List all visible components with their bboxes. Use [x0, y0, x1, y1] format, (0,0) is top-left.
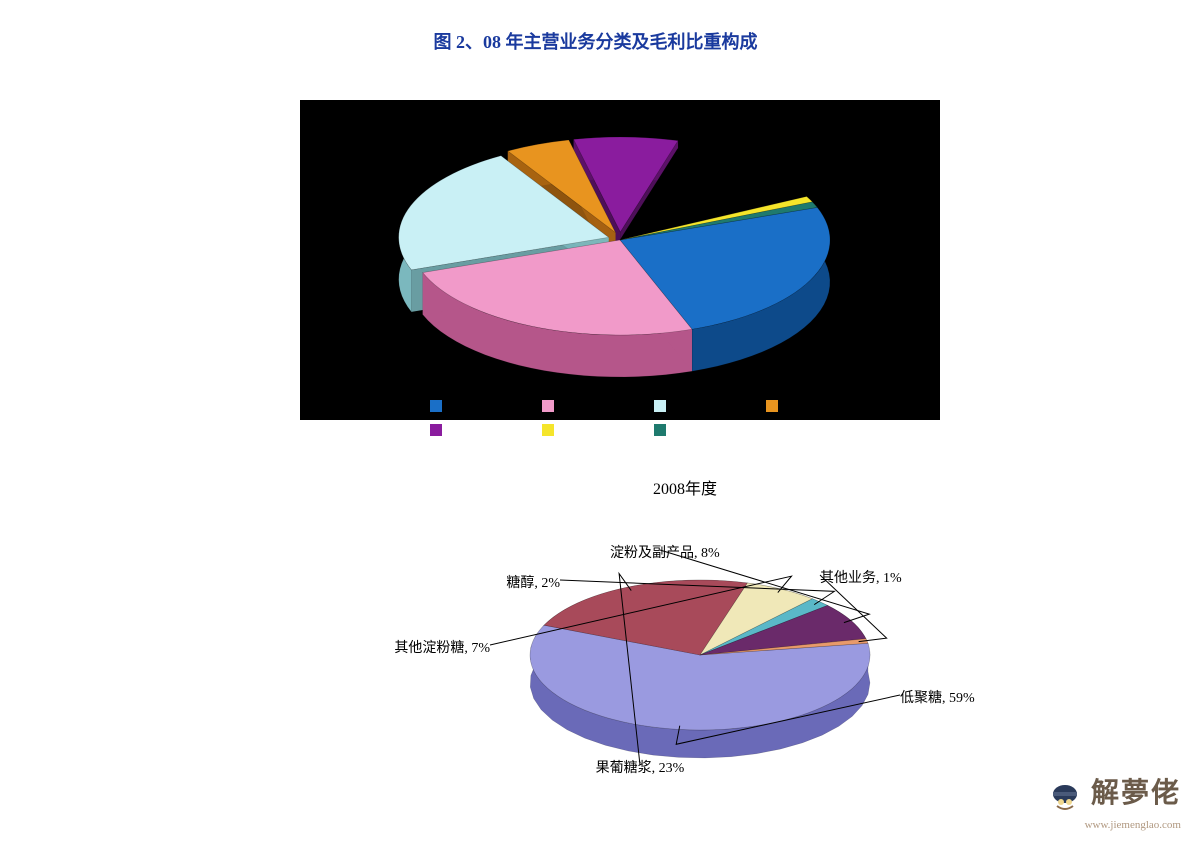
legend-swatch [766, 400, 778, 412]
legend-item [542, 400, 554, 412]
main-business-pie-chart [300, 80, 940, 440]
legend-swatch [654, 424, 666, 436]
pie-slice-label: 低聚糖, 59% [900, 687, 975, 707]
pie-slice-label: 糖醇, 2% [506, 572, 560, 592]
chart-title: 图 2、08 年主营业务分类及毛利比重构成 [0, 28, 1191, 54]
legend-item [542, 424, 554, 436]
legend-swatch [542, 424, 554, 436]
watermark-url: www.jiemenglao.com [1047, 819, 1181, 831]
legend-item [654, 424, 666, 436]
watermark-text: 解夢佬 [1091, 778, 1181, 809]
chart1-legend [430, 400, 910, 448]
legend-item [430, 400, 442, 412]
watermark-logo-icon [1047, 778, 1083, 819]
pie-slice-label: 其他业务, 1% [820, 567, 902, 587]
pie-slice-label: 淀粉及副产品, 8% [610, 542, 710, 562]
legend-item [430, 424, 442, 436]
pie-slice-label: 其他淀粉糖, 7% [394, 637, 490, 657]
chart2-title: 2008年度 [400, 475, 970, 499]
gross-profit-pie-panel: 2008年度 低聚糖, 59%果葡糖浆, 23%其他淀粉糖, 7%糖醇, 2%淀… [400, 465, 970, 785]
legend-swatch [542, 400, 554, 412]
pie-slice-label: 果葡糖浆, 23% [590, 757, 690, 777]
legend-item [654, 400, 666, 412]
watermark: 解夢佬 www.jiemenglao.com [1047, 771, 1181, 831]
legend-swatch [654, 400, 666, 412]
legend-swatch [430, 400, 442, 412]
legend-item [766, 400, 778, 412]
legend-swatch [430, 424, 442, 436]
